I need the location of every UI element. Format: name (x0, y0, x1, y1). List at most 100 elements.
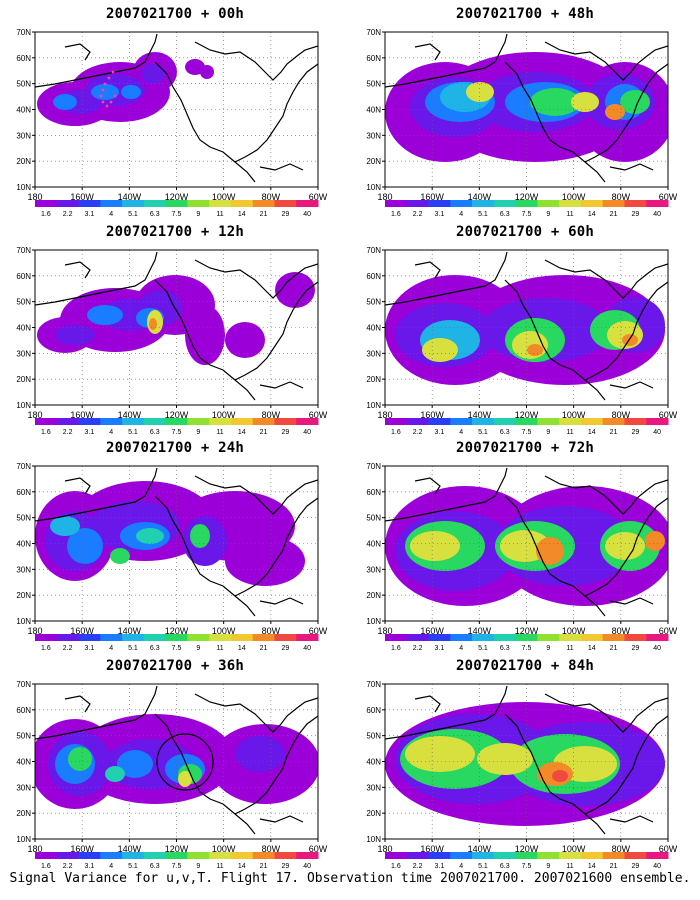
lon-tick-label: 160W (420, 410, 444, 420)
lat-tick-label: 40N (366, 540, 381, 549)
lat-tick-label: 20N (366, 809, 381, 818)
lon-tick-label: 80W (262, 410, 281, 420)
colorbar-label: 21 (260, 863, 268, 870)
lat-tick-label: 60N (366, 488, 381, 497)
colorbar-label: 14 (588, 211, 596, 218)
colorbar-swatch (428, 634, 451, 641)
lat-tick-label: 60N (366, 54, 381, 63)
lon-tick-label: 120W (515, 626, 539, 636)
lon-tick-label: 100W (562, 844, 586, 854)
colorbar-swatch (143, 418, 167, 425)
colorbar: 1.6 2.2 3.1 4 5.1 6.3 7.5 9 11 14 21 29 40 (35, 418, 319, 436)
plot-area (384, 465, 669, 622)
colorbar-label: 4 (109, 645, 113, 652)
variance-field (35, 481, 305, 586)
colorbar-label: 40 (303, 645, 311, 652)
colorbar-swatch (274, 852, 297, 859)
colorbar-label: 21 (260, 645, 268, 652)
colorbar-label: 9 (546, 645, 550, 652)
colorbar-label: 4 (109, 211, 113, 218)
colorbar-label: 21 (610, 863, 618, 870)
colorbar-swatch (165, 200, 188, 207)
lon-tick-label: 160W (420, 626, 444, 636)
lon-tick-label: 100W (562, 192, 586, 202)
variance-field (385, 702, 665, 826)
lon-tick-label: 80W (612, 410, 631, 420)
lon-tick-label: 140W (468, 192, 492, 202)
panel-title: 2007021700 + 72h (455, 440, 595, 456)
colorbar-swatch (450, 200, 473, 207)
plot-area (34, 31, 319, 188)
lat-tick-label: 20N (366, 591, 381, 600)
colorbar-label: 21 (610, 645, 618, 652)
lon-tick-label: 180 (377, 626, 392, 636)
colorbar-label: 14 (238, 429, 246, 436)
colorbar-label: 6.3 (150, 211, 160, 218)
colorbar-label: 29 (281, 429, 289, 436)
panel-title: 2007021700 + 84h (455, 658, 595, 674)
colorbar: 1.6 2.2 3.1 4 5.1 6.3 7.5 9 11 14 21 29 40 (35, 852, 319, 870)
coastline (385, 251, 668, 401)
colorbar-label: 1.6 (41, 211, 51, 218)
colorbar-label: 29 (281, 863, 289, 870)
colorbar-swatch (515, 852, 538, 859)
colorbar-swatch (646, 200, 669, 207)
colorbar-swatch (624, 200, 647, 207)
lat-tick-label: 50N (366, 514, 381, 523)
colorbar-label: 40 (303, 429, 311, 436)
lon-tick-label: 60W (309, 192, 328, 202)
colorbar-label: 7.5 (522, 645, 532, 652)
variance-field (385, 275, 665, 385)
colorbar-swatch (56, 634, 80, 641)
colorbar-swatch (230, 634, 254, 641)
colorbar-swatch (428, 852, 451, 859)
colorbar-swatch (274, 418, 297, 425)
lon-tick-label: 100W (212, 626, 236, 636)
colorbar-swatch (35, 418, 58, 425)
figure-caption: Signal Variance for u,v,T. Flight 17. Ob… (9, 871, 691, 886)
lon-tick-label: 180 (27, 626, 42, 636)
lon-tick-label: 160W (70, 410, 94, 420)
colorbar-swatch (515, 418, 538, 425)
colorbar-label: 1.6 (391, 645, 401, 652)
colorbar-swatch (472, 634, 495, 641)
lat-tick-label: 40N (16, 106, 31, 115)
colorbar-swatch (472, 200, 495, 207)
variance-field (385, 486, 668, 606)
lon-tick-label: 180 (377, 844, 392, 854)
colorbar-label: 4 (459, 863, 463, 870)
map-panel: 2007021700 + 84h 70N 60N 50N 40N 30N 20N 10N 180… (350, 652, 700, 872)
colorbar-label: 29 (631, 645, 639, 652)
colorbar-label: 7.5 (522, 863, 532, 870)
colorbar-label: 3.1 (435, 429, 445, 436)
colorbar-label: 14 (238, 645, 246, 652)
lat-tick-label: 70N (16, 680, 31, 689)
lon-tick-label: 180 (377, 192, 392, 202)
lat-tick-label: 40N (366, 758, 381, 767)
colorbar-label: 2.2 (413, 863, 423, 870)
colorbar-label: 14 (238, 863, 246, 870)
colorbar-label: 11 (566, 863, 573, 870)
panel-grid: 2007021700 + 00h 70N 60N 50N 40N 30N 20N 10N 180… (16, 6, 700, 872)
lat-tick-label: 10N (16, 401, 31, 410)
colorbar-label: 9 (196, 429, 200, 436)
colorbar-label: 5.1 (128, 429, 138, 436)
colorbar-label: 2.2 (63, 429, 73, 436)
colorbar-swatch (602, 634, 625, 641)
lat-tick-label: 20N (16, 375, 31, 384)
colorbar-swatch (230, 200, 254, 207)
colorbar-swatch (646, 418, 669, 425)
colorbar-label: 7.5 (172, 645, 182, 652)
colorbar-swatch (274, 200, 297, 207)
colorbar-label: 5.1 (128, 863, 138, 870)
colorbar-label: 6.3 (150, 429, 160, 436)
colorbar-swatch (35, 852, 58, 859)
colorbar-label: 11 (566, 211, 573, 218)
lat-tick-label: 20N (16, 809, 31, 818)
lon-tick-label: 100W (562, 410, 586, 420)
colorbar-swatch (428, 200, 451, 207)
coastline (35, 33, 318, 183)
panel-title: 2007021700 + 48h (455, 6, 595, 22)
colorbar-swatch (580, 634, 604, 641)
colorbar-label: 4 (459, 429, 463, 436)
